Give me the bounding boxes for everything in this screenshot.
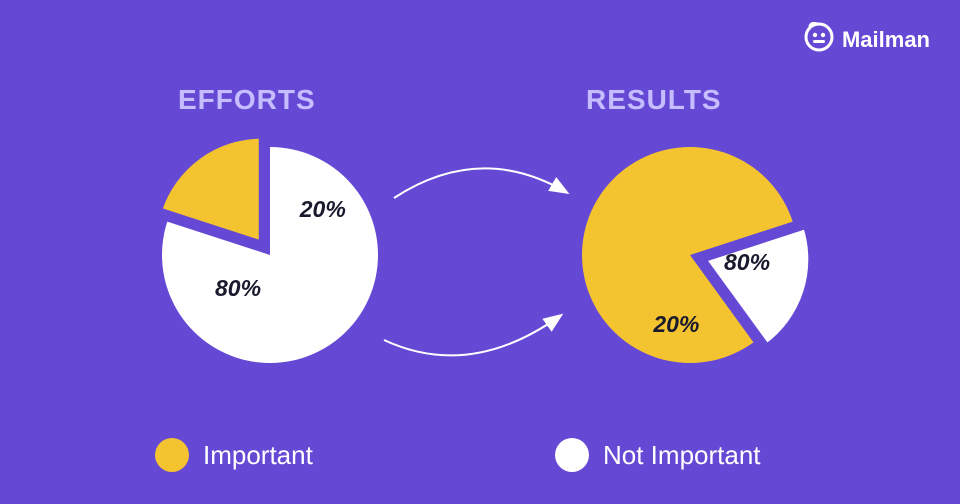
legend-dot-important xyxy=(155,438,189,472)
legend-important: Important xyxy=(155,438,313,472)
legend-not-important: Not Important xyxy=(555,438,761,472)
legend-label-not-important: Not Important xyxy=(603,440,761,471)
legend-dot-not-important xyxy=(555,438,589,472)
legend-label-important: Important xyxy=(203,440,313,471)
flow-arrow xyxy=(384,316,560,355)
flow-arrows xyxy=(0,0,960,504)
flow-arrow xyxy=(394,168,566,198)
infographic-canvas: Mailman EFFORTS RESULTS 80%20% 80%20% Im… xyxy=(0,0,960,504)
